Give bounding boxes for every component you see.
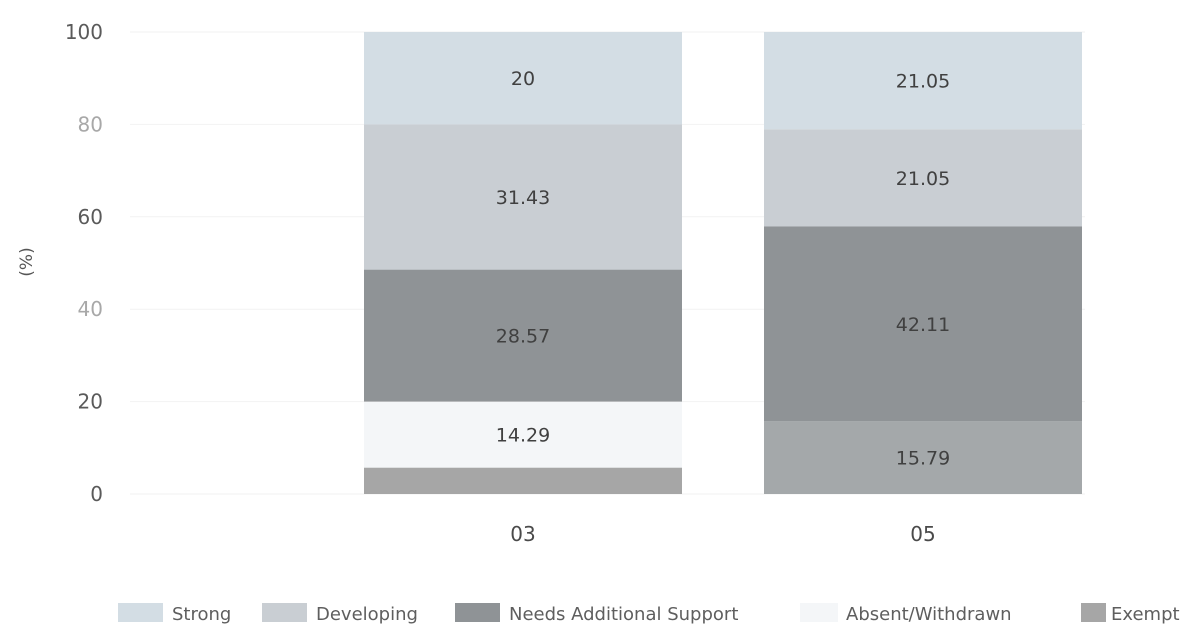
bar-segment	[364, 32, 682, 125]
y-tick-label: 0	[90, 482, 103, 506]
bar-segment	[364, 401, 682, 468]
y-tick-label: 100	[65, 20, 103, 44]
data-label: 20	[511, 68, 535, 90]
bar-segment	[764, 32, 1082, 130]
legend-swatch	[1081, 603, 1106, 622]
bars	[364, 32, 1082, 494]
y-axis-label: (%)	[17, 247, 37, 276]
x-axis-categories: 03 05	[510, 522, 935, 546]
data-label: 42.11	[896, 314, 950, 336]
legend-swatch	[455, 603, 500, 622]
data-label: 31.43	[496, 187, 550, 209]
legend-label: Exempt	[1111, 604, 1180, 625]
data-label: 21.05	[896, 71, 950, 93]
legend-swatch	[262, 603, 307, 622]
legend: Strong Developing Needs Additional Support…	[118, 603, 1180, 625]
data-label: 21.05	[896, 168, 950, 190]
y-axis-ticks: 0 20 40 60 80 100	[65, 20, 103, 506]
x-category-label: 03	[510, 522, 535, 546]
bar-segment	[764, 226, 1082, 422]
legend-label: Developing	[316, 604, 418, 625]
bar-segment	[364, 467, 682, 494]
y-tick-label: 60	[78, 205, 103, 229]
data-label: 28.57	[496, 326, 550, 348]
bar-segment	[764, 421, 1082, 494]
legend-label: Needs Additional Support	[509, 604, 738, 625]
data-label: 15.79	[896, 448, 950, 470]
legend-label: Strong	[172, 604, 231, 625]
y-tick-label: 20	[78, 390, 103, 414]
bar-segment	[764, 129, 1082, 227]
bar-segment	[364, 269, 682, 402]
x-category-label: 05	[910, 522, 935, 546]
data-label: 14.29	[496, 425, 550, 447]
data-labels: 14.29 28.57 31.43 20 15.79 42.11 21.05 21.05	[496, 68, 950, 469]
y-tick-label: 80	[78, 112, 103, 136]
legend-label: Absent/Withdrawn	[846, 604, 1012, 625]
y-tick-label: 40	[78, 297, 103, 321]
bar-segment	[364, 124, 682, 270]
legend-swatch	[118, 603, 163, 622]
legend-swatch	[800, 603, 838, 622]
